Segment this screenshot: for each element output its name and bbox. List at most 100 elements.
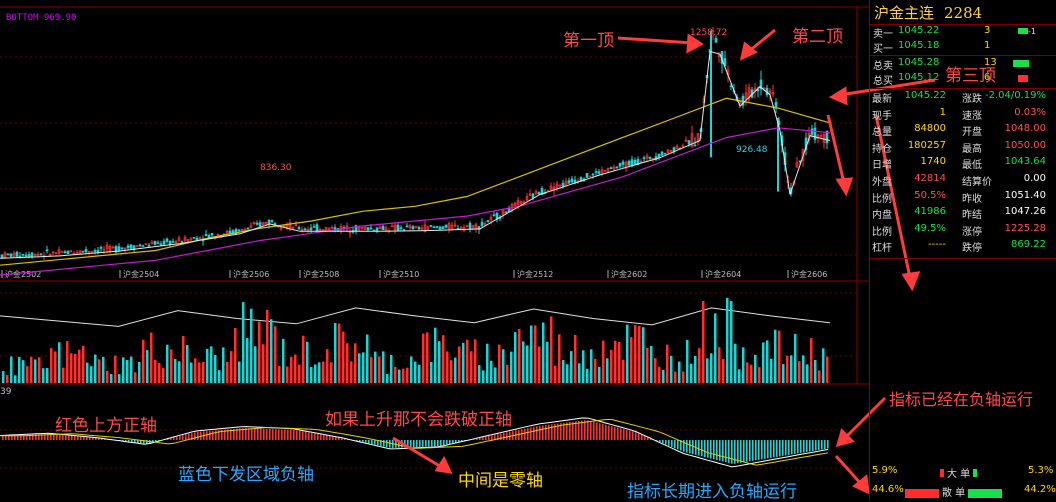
volume-bar: [330, 362, 333, 383]
volume-bar: [654, 358, 657, 383]
macd-bar: [194, 432, 196, 440]
volume-bar: [650, 346, 653, 383]
macd-bar: [770, 440, 772, 458]
sell1-label: 卖一: [873, 29, 893, 40]
volume-bar: [230, 351, 233, 383]
volume-bar: [694, 356, 697, 383]
macd-bar: [620, 428, 622, 440]
candle-body: [313, 226, 315, 227]
candle-body: [664, 153, 666, 154]
x-tick-label: 沪金2604: [705, 269, 741, 279]
macd-bar: [740, 440, 742, 463]
volume-bar: [90, 366, 93, 383]
volume-bar: [122, 357, 125, 383]
volume-bar: [130, 357, 133, 383]
stat-left-value-5: 42814: [914, 173, 946, 184]
volume-bar: [46, 368, 49, 383]
candle-body: [256, 223, 258, 224]
volume-bar: [354, 343, 357, 383]
macd-bar: [128, 440, 130, 442]
macd-bar: [89, 437, 91, 440]
volume-bar: [366, 334, 369, 383]
stat-left-label-2: 总量: [872, 123, 892, 138]
volume-bar: [86, 363, 89, 383]
bottom-label: BOTTOM 969.90: [6, 13, 76, 23]
x-tick-label: 沪金2512: [517, 269, 553, 279]
macd-bar: [314, 433, 316, 440]
macd-bar: [776, 440, 778, 457]
macd-bar: [536, 426, 538, 440]
macd-bar: [827, 440, 829, 448]
macd-bar: [503, 433, 505, 440]
macd-bar: [545, 425, 547, 440]
macd-bar: [266, 429, 268, 440]
macd-bar: [608, 425, 610, 440]
volume-bar: [770, 359, 773, 383]
volume-bar: [546, 342, 549, 383]
macd-bar: [818, 440, 820, 450]
macd-bar: [452, 440, 454, 443]
macd-bar: [170, 438, 172, 440]
volume-bar: [722, 359, 725, 383]
volume-bar: [10, 357, 13, 383]
macd-bar: [689, 440, 691, 453]
big-order-row: 5.9%: [872, 465, 897, 476]
macd-bar: [317, 434, 319, 440]
volume-bar: [138, 362, 141, 383]
volume-bar: [322, 362, 325, 383]
volume-bar: [458, 346, 461, 383]
macd-bar: [794, 440, 796, 454]
candle-body: [631, 160, 633, 166]
candle-body: [193, 237, 195, 238]
volume-bar: [510, 352, 513, 383]
macd-bar: [593, 422, 595, 440]
volume-bar: [66, 341, 69, 383]
macd-bar: [596, 422, 598, 440]
macd-bar: [269, 429, 271, 440]
volume-bar: [434, 328, 437, 383]
volume-bar: [38, 357, 41, 383]
volume-bar: [822, 348, 825, 383]
macd-bar: [287, 430, 289, 440]
volume-bar: [550, 316, 553, 383]
macd-bar: [803, 440, 805, 452]
volume-bar: [154, 360, 157, 383]
macd-bar: [260, 429, 262, 440]
candle-body: [412, 227, 414, 229]
macd-bar: [539, 426, 541, 440]
volume-bar: [374, 352, 377, 383]
volume-bar: [794, 334, 797, 383]
macd-bar: [257, 429, 259, 440]
volume-bar: [190, 363, 193, 383]
volume-bar: [166, 345, 169, 383]
volume-bar: [746, 363, 749, 383]
buy1-label: 买一: [873, 44, 893, 55]
macd-bar: [542, 425, 544, 440]
macd-bar: [434, 440, 436, 446]
macd-bar: [731, 440, 733, 464]
macd-bar: [821, 440, 823, 449]
macd-bar: [569, 422, 571, 440]
macd-bar: [779, 440, 781, 456]
annotation-long-negative: 指标长期进入负轴运行: [627, 477, 797, 502]
macd-bar: [638, 433, 640, 440]
candle-body: [367, 228, 369, 230]
macd-bar: [479, 438, 481, 440]
divider: [870, 258, 1056, 259]
macd-bar: [383, 440, 385, 446]
volume-bar: [202, 362, 205, 383]
candle-body: [310, 228, 312, 230]
candle-body: [538, 192, 540, 193]
candle-body: [715, 38, 717, 42]
peak-price-label: 1258.72: [690, 28, 727, 38]
macd-bar: [590, 421, 592, 440]
volume-bar: [294, 355, 297, 383]
volume-bar: [398, 370, 401, 383]
volume-bar: [518, 329, 521, 383]
volume-bar: [238, 362, 241, 383]
candle-body: [688, 140, 690, 144]
sell1-price: 1045.22: [898, 25, 939, 36]
macd-bar: [671, 440, 673, 447]
volume-bar: [270, 319, 273, 383]
macd-bar: [575, 421, 577, 440]
